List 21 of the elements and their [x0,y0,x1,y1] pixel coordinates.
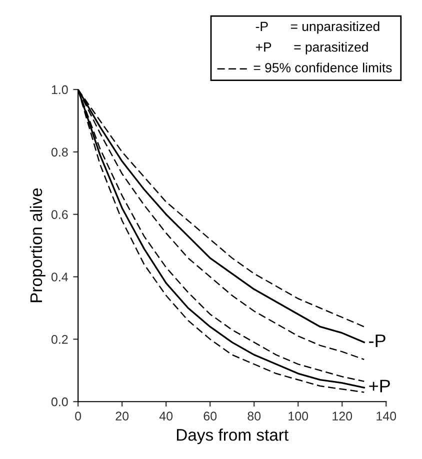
x-axis-title: Days from start [176,428,288,444]
y-axis-title: Proportion alive [30,188,46,302]
text: = 95% confidence limits [254,62,392,72]
x-tick-label: 20 [116,412,129,421]
x-tick-label: 120 [332,412,352,421]
x-tick-label: 140 [376,412,396,421]
y-tick-label: 0.2 [51,335,68,344]
text: +P = parasitized [256,42,368,54]
x-tick-label: 100 [288,412,308,421]
y-tick-label: 0.4 [51,272,68,282]
y-tick-label: 1.0 [52,85,68,94]
y-tick-label: 0.0 [51,397,68,406]
annotation: -P [369,334,386,347]
y-tick-label: 0.8 [51,148,68,157]
annotation: +P [369,380,390,392]
x-tick-label: 80 [248,412,261,421]
y-tick-label: 0.6 [51,210,68,220]
x-tick-label: 0 [75,412,82,421]
text: -P = unparasitized [256,21,380,34]
x-tick-label: 40 [159,412,173,421]
x-tick-label: 60 [204,412,217,421]
